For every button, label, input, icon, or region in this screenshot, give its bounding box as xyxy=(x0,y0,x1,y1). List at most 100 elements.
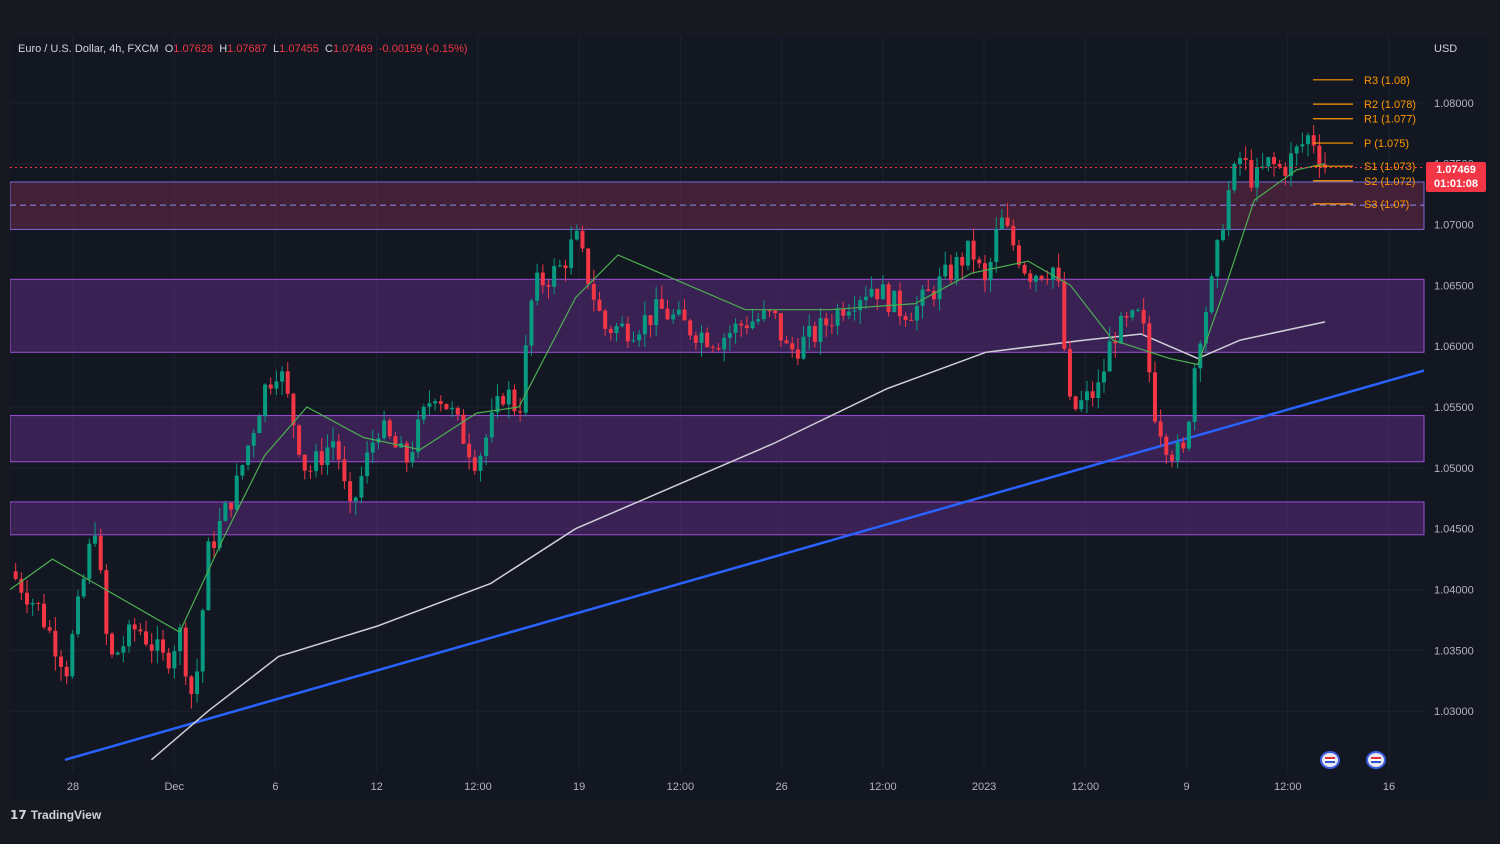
candle-body xyxy=(1101,371,1106,383)
candlestick-chart[interactable]: 28 Dec 6 12 12:00 19 12:00 26 12:00 2023 12:00 9 12:… xyxy=(10,36,1488,800)
candle-body xyxy=(410,452,415,463)
x-tick-label: 19 xyxy=(573,781,585,793)
candle-body xyxy=(1232,164,1237,191)
candle-body xyxy=(297,425,302,455)
y-tick-label: 1.05500 xyxy=(1434,402,1474,414)
candle-body xyxy=(943,264,948,277)
candle-body xyxy=(1203,312,1208,344)
candle-body xyxy=(217,520,222,548)
candle-body xyxy=(625,323,630,342)
candle-body xyxy=(268,384,273,389)
candle-body xyxy=(535,272,540,301)
candle-body xyxy=(1050,267,1055,280)
candle-body xyxy=(858,300,863,311)
candle-body xyxy=(348,481,353,502)
candle-body xyxy=(138,629,143,632)
candle-body xyxy=(359,476,364,498)
candle-body xyxy=(631,340,636,342)
y-tick-label: 1.03000 xyxy=(1434,706,1474,718)
candle-body xyxy=(263,384,268,417)
candle-body xyxy=(36,602,41,604)
candle-body xyxy=(501,396,506,405)
candle-body xyxy=(472,457,477,471)
candle-body xyxy=(756,319,761,322)
candle-body xyxy=(960,257,965,266)
symbol-title[interactable]: Euro / U.S. Dollar, 4h, FXCM xyxy=(18,43,159,55)
candle-body xyxy=(1169,454,1174,461)
y-tick-label: 1.04500 xyxy=(1434,524,1474,536)
candle-body xyxy=(438,401,443,404)
y-tick-label: 1.08000 xyxy=(1434,98,1474,110)
us-flag-event-icon[interactable] xyxy=(1366,751,1386,769)
candle-body xyxy=(285,371,290,394)
candle-body xyxy=(1249,160,1254,188)
candle-body xyxy=(42,603,47,628)
candle-body xyxy=(733,323,738,333)
candle-body xyxy=(393,436,398,448)
candle-body xyxy=(155,639,160,651)
candle-body xyxy=(574,230,579,240)
candle-body xyxy=(251,433,256,446)
candle-body xyxy=(246,445,251,466)
last-price-tag: 1.07469 01:01:08 xyxy=(1426,162,1486,192)
y-tick-label: 1.03500 xyxy=(1434,645,1474,657)
tradingview-logo-icon: 17 xyxy=(10,808,27,822)
candle-body xyxy=(455,407,460,415)
candle-body xyxy=(1005,217,1010,226)
us-flag-event-icon[interactable] xyxy=(1320,751,1340,769)
candle-body xyxy=(93,535,98,544)
candle-body xyxy=(70,634,75,677)
candle-body xyxy=(665,308,670,320)
candle-body xyxy=(829,325,834,327)
candle-body xyxy=(19,578,24,593)
candle-body xyxy=(302,454,307,471)
candle-body xyxy=(608,328,613,334)
x-tick-label: 2023 xyxy=(972,781,996,793)
x-tick-label: 16 xyxy=(1383,781,1395,793)
candle-body xyxy=(648,315,653,326)
candle-body xyxy=(1152,372,1157,422)
candle-body xyxy=(597,299,602,311)
candle-body xyxy=(812,325,817,343)
candle-body xyxy=(234,475,239,510)
high-value: 1.07687 xyxy=(227,43,267,55)
candle-body xyxy=(183,627,188,677)
candle-body xyxy=(1300,144,1305,147)
candle-body xyxy=(427,403,432,407)
candle-body xyxy=(552,265,557,287)
candle-body xyxy=(489,412,494,438)
candle-body xyxy=(1272,157,1277,164)
candle-body xyxy=(121,646,126,653)
candle-body xyxy=(897,290,902,317)
candle-body xyxy=(886,284,891,313)
candle-body xyxy=(461,414,466,444)
candle-body xyxy=(540,272,545,286)
pivot-level-label: P (1.075) xyxy=(1364,138,1409,150)
candle-body xyxy=(404,443,409,463)
candle-body xyxy=(693,335,698,343)
x-tick-label: 12:00 xyxy=(667,781,695,793)
candle-body xyxy=(382,420,387,439)
close-value: 1.07469 xyxy=(333,43,373,55)
candle-body xyxy=(319,451,324,466)
candle-body xyxy=(127,624,132,647)
candle-body xyxy=(569,239,574,269)
candle-body xyxy=(529,300,534,346)
candle-body xyxy=(1209,276,1214,313)
pivot-level-label: R3 (1.08) xyxy=(1364,75,1410,87)
candle-body xyxy=(257,416,262,434)
candle-body xyxy=(982,263,987,281)
trendline xyxy=(64,369,1425,762)
candle-body xyxy=(1289,153,1294,176)
candle-body xyxy=(200,610,205,672)
candle-body xyxy=(64,666,69,677)
candle-body xyxy=(1045,278,1050,280)
candle-body xyxy=(1056,267,1061,282)
candle-body xyxy=(637,334,642,341)
candle-body xyxy=(1096,382,1101,398)
candle-body xyxy=(115,652,120,655)
x-tick-label: 12:00 xyxy=(464,781,492,793)
candle-body xyxy=(450,407,455,410)
candle-body xyxy=(1084,391,1089,401)
chart-panel[interactable]: 28 Dec 6 12 12:00 19 12:00 26 12:00 2023 12:00 9 12:… xyxy=(10,36,1488,800)
